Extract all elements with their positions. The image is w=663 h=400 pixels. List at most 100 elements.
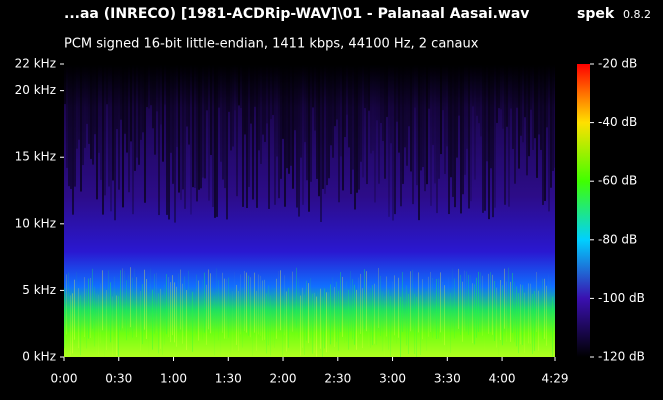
- texture-stripe: [298, 64, 300, 217]
- texture-stripe: [540, 64, 542, 150]
- texture-stripe: [326, 64, 328, 186]
- texture-stripe: [154, 273, 155, 334]
- x-tick-label: 3:30: [434, 372, 461, 386]
- texture-stripe: [288, 287, 289, 348]
- texture-stripe: [418, 64, 420, 221]
- texture-stripe: [98, 294, 99, 355]
- texture-stripe: [252, 64, 254, 200]
- texture-stripe: [156, 272, 157, 333]
- texture-stripe: [76, 64, 78, 149]
- texture-stripe: [228, 277, 229, 338]
- texture-stripe: [74, 279, 75, 340]
- texture-stripe: [364, 64, 366, 109]
- texture-stripe: [124, 64, 126, 134]
- texture-stripe: [460, 274, 461, 335]
- texture-stripe: [112, 296, 113, 357]
- texture-stripe: [188, 64, 190, 145]
- texture-stripe: [438, 278, 439, 339]
- texture-stripe: [490, 272, 491, 333]
- texture-stripe: [438, 64, 440, 179]
- texture-stripe: [484, 64, 486, 211]
- texture-stripe: [410, 271, 411, 332]
- texture-stripe: [452, 268, 453, 329]
- texture-stripe: [350, 271, 351, 332]
- texture-stripe: [500, 280, 501, 341]
- texture-stripe: [436, 278, 437, 339]
- x-tick-label: 0:00: [51, 372, 78, 386]
- texture-stripe: [360, 273, 361, 334]
- texture-stripe: [504, 64, 506, 205]
- texture-stripe: [68, 64, 70, 187]
- texture-stripe: [248, 275, 249, 336]
- chart-subtitle: PCM signed 16-bit little-endian, 1411 kb…: [64, 37, 479, 52]
- texture-stripe: [210, 273, 211, 334]
- texture-stripe: [544, 64, 546, 201]
- texture-stripe: [356, 289, 357, 350]
- texture-stripe: [346, 281, 347, 342]
- texture-stripe: [90, 64, 92, 159]
- texture-stripe: [398, 64, 400, 153]
- texture-stripe: [378, 267, 379, 328]
- spectrogram-texture: [64, 64, 556, 357]
- texture-stripe: [268, 64, 270, 209]
- texture-stripe: [260, 275, 261, 336]
- texture-stripe: [288, 64, 290, 174]
- texture-stripe: [244, 64, 246, 135]
- texture-stripe: [272, 64, 274, 115]
- texture-stripe: [160, 288, 161, 349]
- texture-stripe: [140, 64, 142, 140]
- texture-stripe: [314, 64, 316, 131]
- texture-stripe: [406, 64, 408, 166]
- texture-stripe: [376, 284, 377, 345]
- texture-stripe: [396, 283, 397, 344]
- texture-stripe: [458, 64, 460, 116]
- texture-stripe: [250, 64, 252, 124]
- texture-stripe: [416, 296, 417, 357]
- texture-stripe: [262, 280, 263, 341]
- x-tick-label: 1:00: [160, 372, 187, 386]
- texture-stripe: [550, 276, 551, 337]
- texture-stripe: [314, 292, 315, 353]
- texture-stripe: [412, 269, 413, 330]
- texture-stripe: [256, 290, 257, 351]
- texture-stripe: [106, 290, 107, 351]
- texture-stripe: [410, 64, 412, 172]
- texture-stripe: [198, 280, 199, 341]
- texture-stripe: [180, 269, 181, 330]
- texture-stripe: [180, 64, 182, 200]
- texture-stripe: [278, 64, 280, 199]
- texture-stripe: [162, 294, 163, 355]
- texture-stripe: [380, 64, 382, 123]
- texture-stripe: [100, 283, 101, 344]
- texture-stripe: [286, 64, 288, 169]
- texture-stripe: [490, 64, 492, 169]
- texture-stripe: [426, 64, 428, 185]
- texture-stripe: [450, 293, 451, 354]
- texture-stripe: [412, 64, 414, 205]
- texture-stripe: [246, 64, 248, 209]
- texture-stripe: [186, 64, 188, 127]
- texture-stripe: [274, 64, 276, 205]
- texture-stripe: [426, 290, 427, 351]
- texture-stripe: [136, 277, 137, 338]
- texture-stripe: [442, 281, 443, 342]
- texture-stripe: [146, 278, 147, 339]
- texture-stripe: [508, 267, 509, 328]
- texture-stripe: [384, 296, 385, 356]
- texture-stripe: [114, 64, 116, 221]
- texture-stripe: [142, 284, 143, 345]
- texture-stripe: [338, 64, 340, 203]
- texture-stripe: [92, 268, 93, 329]
- texture-stripe: [80, 64, 82, 192]
- x-tick-label: 0:30: [105, 372, 132, 386]
- texture-stripe: [112, 64, 114, 181]
- texture-stripe: [396, 64, 398, 122]
- texture-stripe: [476, 64, 478, 116]
- texture-stripe: [128, 275, 129, 336]
- texture-stripe: [526, 64, 528, 176]
- texture-stripe: [392, 281, 393, 342]
- texture-stripe: [182, 283, 183, 344]
- texture-stripe: [320, 288, 321, 349]
- colorbar-tick-label: -20 dB: [598, 57, 637, 71]
- texture-stripe: [318, 64, 320, 197]
